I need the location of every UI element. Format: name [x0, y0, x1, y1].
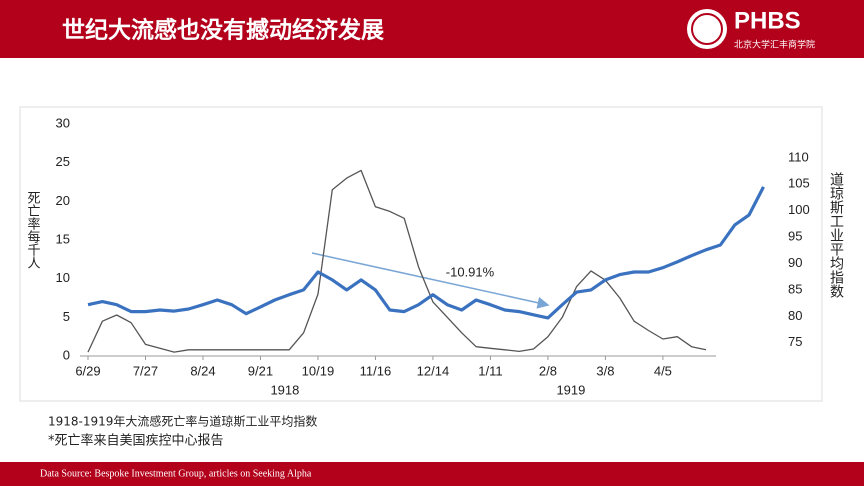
year-label: 1919: [556, 382, 585, 397]
annotation: -10.91%: [446, 264, 495, 279]
y-tick-label: 10: [56, 270, 70, 285]
x-tick-label: 4/5: [654, 363, 672, 378]
slide-title: 世纪大流感也没有撼动经济发展: [62, 17, 384, 44]
series-line: [87, 169, 707, 353]
y-tick-label: 25: [56, 154, 70, 169]
year-label: 1918: [270, 382, 299, 397]
y-tick-label: 20: [56, 193, 70, 208]
y-tick-label: 5: [63, 309, 70, 324]
trend-arrow: [311, 252, 550, 309]
y2-tick-label: 110: [788, 149, 809, 164]
x-tick-label: 8/24: [190, 363, 215, 378]
logo-text: PHBS: [734, 7, 801, 34]
footer-source: Data Source: Bespoke Investment Group, a…: [40, 468, 312, 479]
y2-tick-label: 95: [788, 229, 802, 244]
x-tick-label: 6/29: [75, 363, 100, 378]
chart-frame: [19, 106, 823, 402]
logo-ring: [691, 13, 723, 45]
y-tick-label: 15: [56, 231, 70, 246]
y-tick-label: 0: [63, 347, 70, 362]
y2-tick-label: 85: [788, 281, 802, 296]
caption-line: *死亡率来自美国疾控中心报告: [48, 433, 224, 449]
x-tick-label: 9/21: [248, 363, 273, 378]
y2-axis-label: 道琼斯工业平均指数: [828, 172, 844, 298]
x-tick-label: 2/8: [539, 363, 557, 378]
y-tick-label: 30: [56, 115, 70, 130]
footer-band: [0, 462, 864, 486]
x-tick-label: 10/19: [302, 363, 335, 378]
y2-tick-label: 105: [788, 176, 810, 191]
series-line: [87, 186, 765, 320]
x-tick-label: 3/8: [596, 363, 614, 378]
logo-subtitle: 北京大学汇丰商学院: [734, 39, 815, 51]
x-tick-label: 12/14: [417, 363, 450, 378]
y2-tick-label: 100: [788, 202, 810, 217]
x-tick-label: 1/11: [478, 363, 502, 378]
y-axis-label: 死亡率每千人: [25, 191, 41, 269]
x-tick-label: 7/27: [133, 363, 158, 378]
y2-tick-label: 80: [788, 308, 802, 323]
y2-tick-label: 90: [788, 255, 802, 270]
caption-line: 1918-1919年大流感死亡率与道琼斯工业平均指数: [48, 414, 317, 429]
y2-tick-label: 75: [788, 334, 802, 349]
x-tick-label: 11/16: [360, 363, 392, 378]
